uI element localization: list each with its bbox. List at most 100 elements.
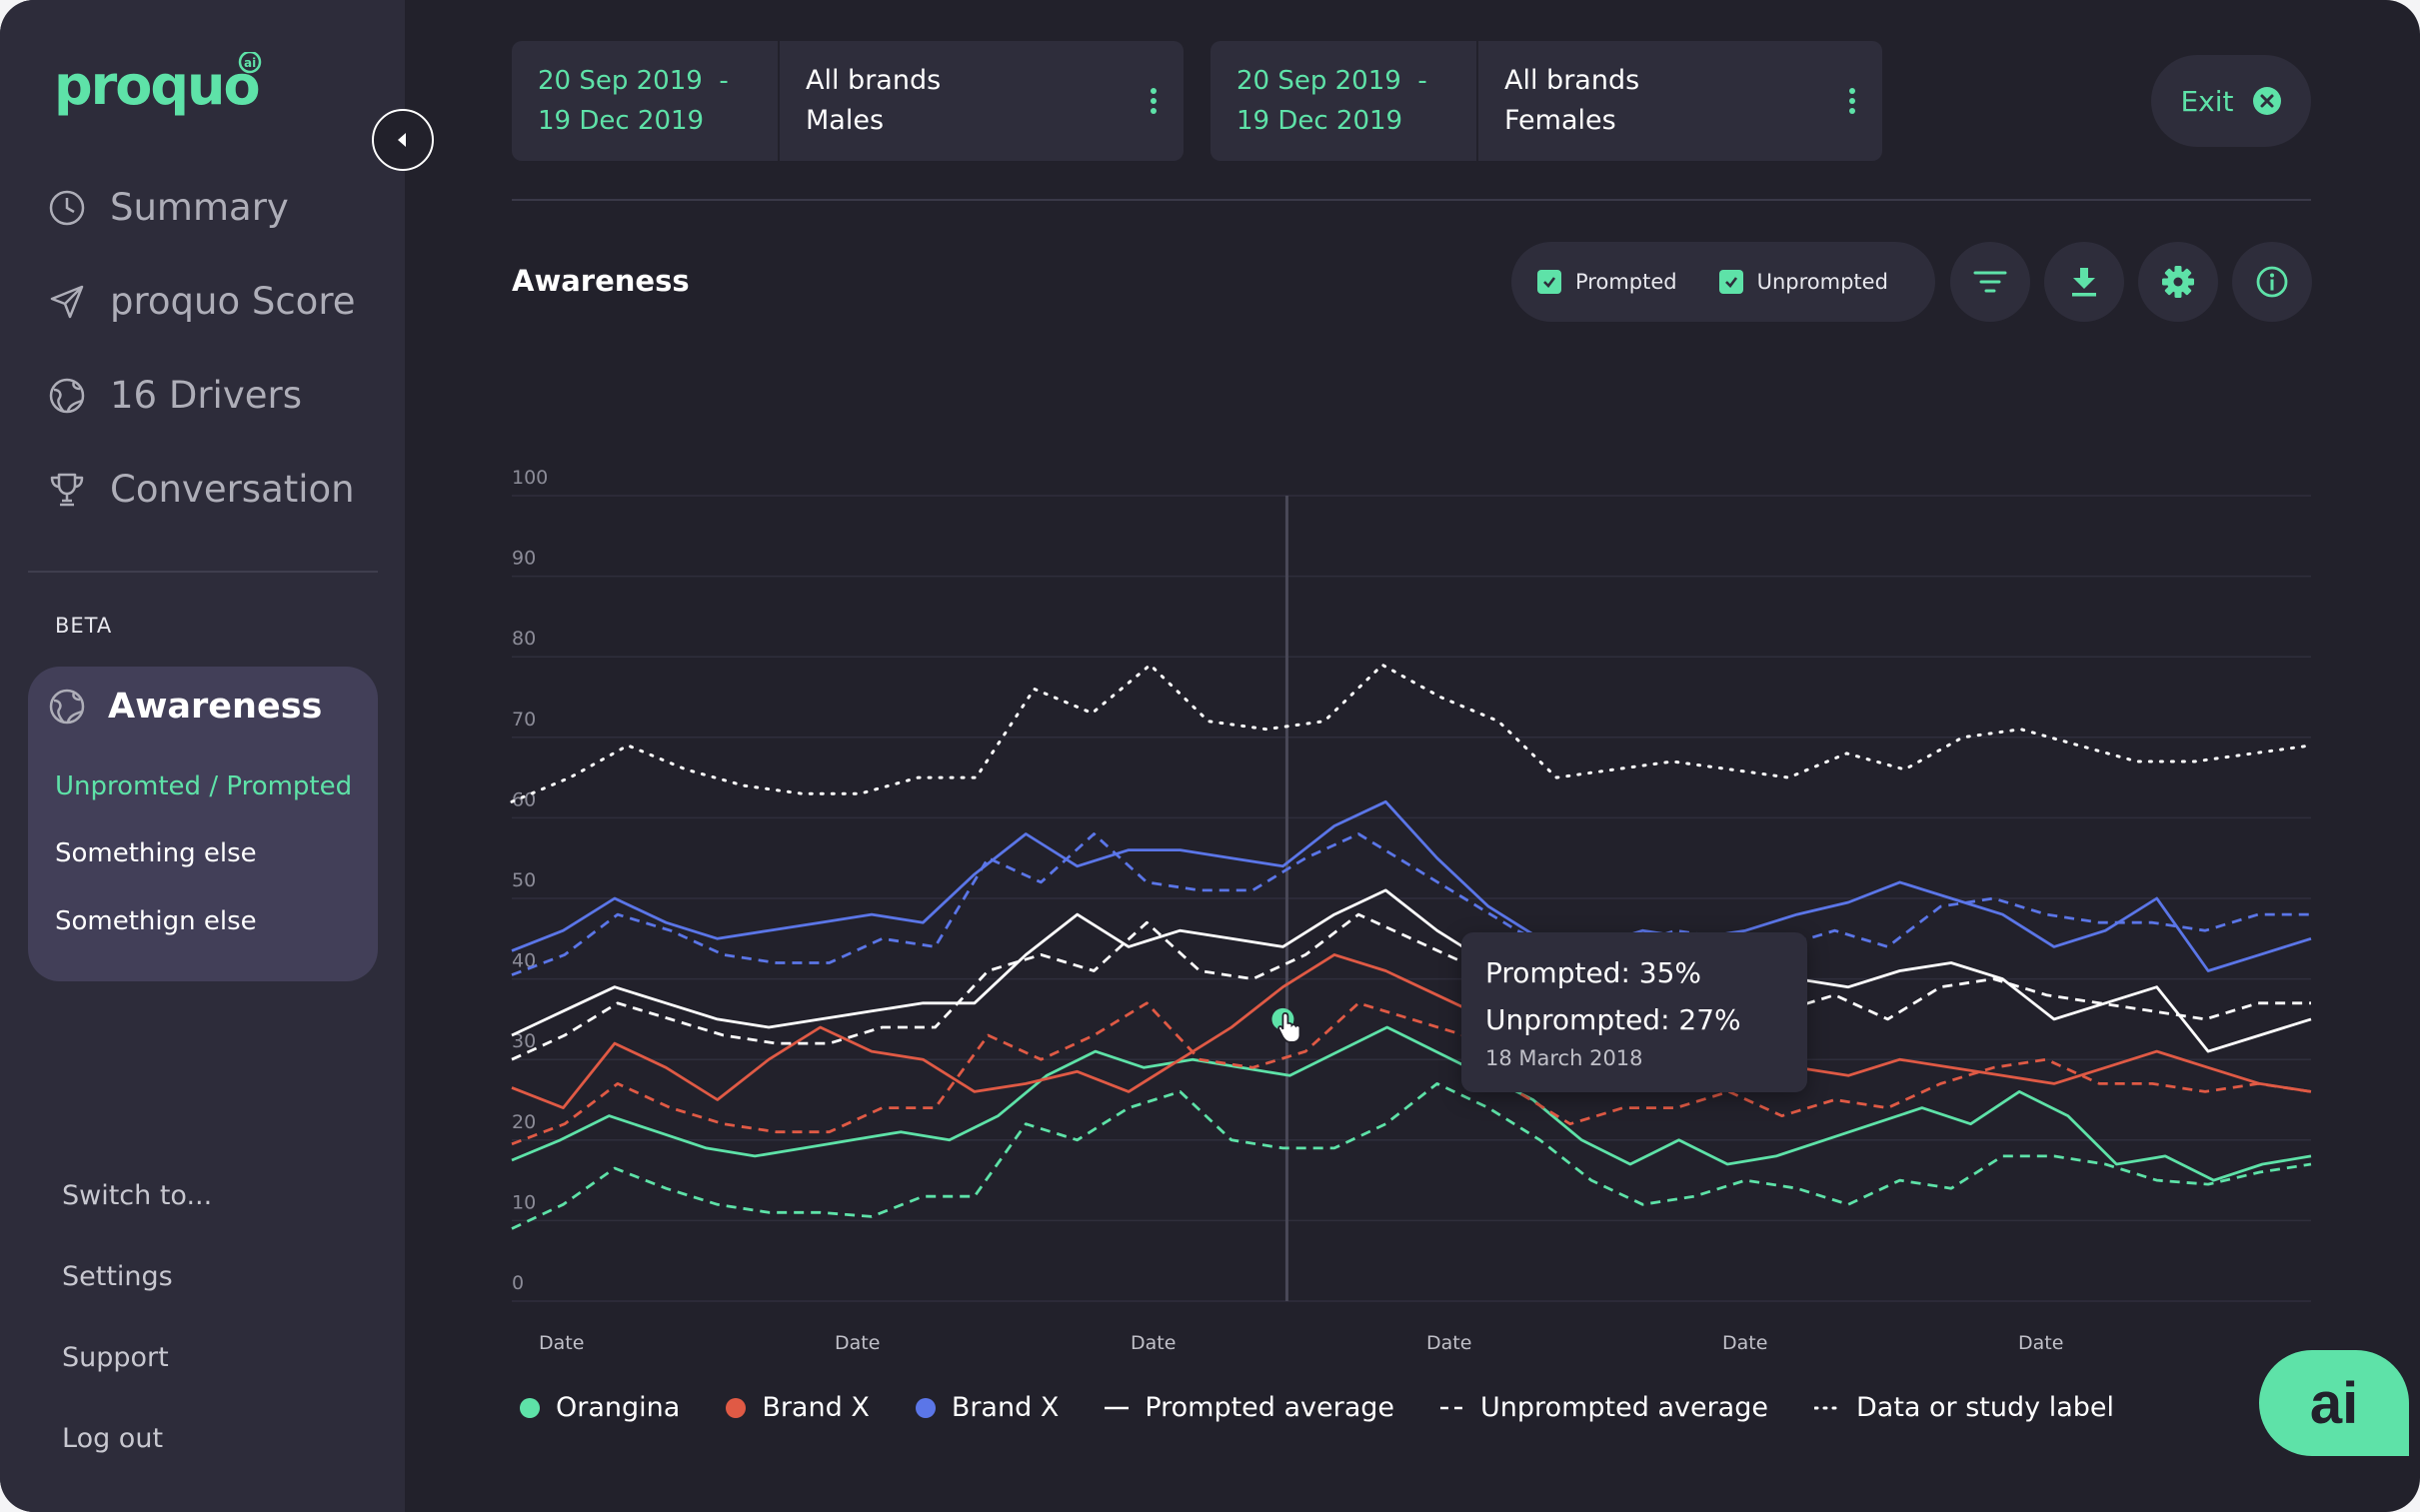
tooltip-date: 18 March 2018 (1485, 1046, 1643, 1070)
support-link[interactable]: Support (62, 1342, 169, 1373)
legend-item-orangina[interactable]: Orangina (520, 1392, 680, 1423)
awareness-nav-item[interactable]: Awareness (48, 687, 322, 727)
settings-link[interactable]: Settings (62, 1261, 173, 1292)
legend-item-data-or-study-label[interactable]: Data or study label (1813, 1392, 2115, 1423)
y-tick-label: 100 (512, 467, 548, 489)
legend-dot (726, 1397, 747, 1418)
series-line-orangina-solid (511, 1025, 2312, 1182)
settings-button[interactable] (2138, 242, 2218, 322)
y-tick-label: 70 (512, 709, 536, 731)
exit-label: Exit (2180, 84, 2234, 118)
y-tick-label: 60 (512, 788, 536, 810)
unprompted-checkbox[interactable] (1718, 270, 1743, 294)
collapse-sidebar-button[interactable] (372, 109, 434, 171)
legend-label: Unprompted average (1480, 1392, 1768, 1423)
filter-brands-label: All brands (806, 65, 942, 96)
chart-title: Awareness (512, 264, 690, 298)
tooltip-unprompted: Unprompted: 27% (1485, 1003, 1741, 1036)
nav-proquo-score-label: proquo Score (110, 280, 356, 323)
send-icon (50, 285, 84, 318)
filter-brands-label: All brands (1504, 65, 1640, 96)
y-tick-label: 40 (512, 950, 536, 972)
logo-badge: ai (244, 56, 256, 70)
sidebar-divider (28, 571, 378, 573)
download-icon (2072, 268, 2096, 297)
x-tick-label: Date (539, 1332, 584, 1354)
chevron-left-icon (398, 133, 406, 147)
y-tick-label: 90 (512, 548, 536, 570)
exit-button[interactable]: Exit (2151, 55, 2311, 147)
filter-card-females[interactable]: 20 Sep 2019 - 19 Dec 2019 All brands Fem… (1210, 41, 1882, 161)
y-tick-label: 80 (512, 628, 536, 650)
series-line-data-or-study-label-dotted (510, 663, 2313, 803)
nav-summary[interactable]: Summary (48, 186, 289, 229)
legend-item-brand-x-red[interactable]: Brand X (726, 1392, 870, 1423)
trophy-icon (50, 473, 84, 506)
filter-segment-label: Males (806, 105, 885, 136)
nav-conversation-label: Conversation (110, 468, 355, 511)
legend-item-unprompted-average[interactable]: Unprompted average (1440, 1392, 1768, 1423)
legend-item-brand-x-blue[interactable]: Brand X (915, 1392, 1060, 1423)
ai-badge-label: ai (2309, 1370, 2359, 1436)
y-tick-label: 50 (512, 869, 536, 891)
nav-16-drivers[interactable]: 16 Drivers (48, 374, 302, 417)
globe-icon (49, 689, 85, 725)
filter-date-from: 20 Sep 2019 - (1236, 66, 1427, 96)
subnav-somethign-else[interactable]: Somethign else (55, 906, 257, 936)
nav-proquo-score[interactable]: proquo Score (48, 280, 356, 323)
subnav-something-else[interactable]: Something else (55, 838, 257, 868)
series-toggles: Prompted Unprompted (1511, 242, 1935, 322)
chart-legend: Orangina Brand X Brand X Prompted averag… (520, 1392, 2160, 1423)
check-icon (1724, 277, 1737, 288)
filter-card-males[interactable]: 20 Sep 2019 - 19 Dec 2019 All brands Mal… (512, 41, 1184, 161)
legend-solid-line (1105, 1406, 1130, 1409)
legend-label: Data or study label (1855, 1392, 2115, 1423)
x-tick-label: Date (1426, 1332, 1471, 1354)
series-line-unprompted-average-dashed (511, 912, 2311, 1061)
check-icon (1543, 277, 1556, 288)
info-icon (2256, 266, 2288, 298)
legend-label: Prompted average (1145, 1392, 1395, 1423)
filter-date-to: 19 Dec 2019 (1236, 106, 1403, 136)
nav-conversation[interactable]: Conversation (48, 468, 355, 511)
filter-menu-button[interactable] (1822, 41, 1882, 161)
series-line-brand-x-dashed (511, 1001, 2312, 1146)
y-tick-label: 10 (512, 1191, 536, 1213)
y-tick-label: 0 (512, 1272, 524, 1294)
y-tick-label: 30 (512, 1030, 536, 1052)
proquo-logo-icon: proquo ai (54, 50, 262, 117)
prompted-checkbox[interactable] (1537, 270, 1561, 294)
legend-item-prompted-average[interactable]: Prompted average (1105, 1392, 1394, 1423)
download-button[interactable] (2044, 242, 2124, 322)
header-divider (512, 199, 2311, 201)
info-button[interactable] (2232, 242, 2312, 322)
legend-dashed-line (1440, 1406, 1465, 1409)
clock-icon (49, 190, 85, 225)
y-tick-label: 20 (512, 1111, 536, 1133)
filter-brands: All brands Females (1478, 41, 1822, 161)
awareness-nav-label: Awareness (108, 687, 323, 727)
filter-button[interactable] (1950, 242, 2030, 322)
prompted-toggle-label: Prompted (1575, 270, 1677, 294)
filter-icon (1973, 271, 2007, 293)
series-line-brand-x-solid (511, 799, 2312, 972)
beta-label: BETA (55, 614, 113, 638)
pointer-cursor-icon (1277, 1012, 1301, 1043)
more-vertical-icon (1849, 88, 1855, 114)
ai-assistant-button[interactable]: ai (2259, 1350, 2409, 1456)
globe-icon (49, 378, 85, 413)
more-vertical-icon (1151, 88, 1157, 114)
series-line-prompted-average-solid (511, 888, 2312, 1053)
legend-dot (520, 1397, 540, 1418)
legend-dotted-line (1813, 1406, 1840, 1409)
filter-menu-button[interactable] (1124, 41, 1184, 161)
logo-text: proquo (54, 54, 259, 117)
settings-icon (2162, 266, 2194, 298)
log-out-link[interactable]: Log out (62, 1423, 164, 1454)
legend-label: Brand X (951, 1392, 1060, 1423)
subnav-unprompted-prompted[interactable]: Unpromted / Prompted (55, 771, 353, 801)
legend-dot (915, 1397, 936, 1418)
switch-to-link[interactable]: Switch to... (62, 1180, 213, 1211)
